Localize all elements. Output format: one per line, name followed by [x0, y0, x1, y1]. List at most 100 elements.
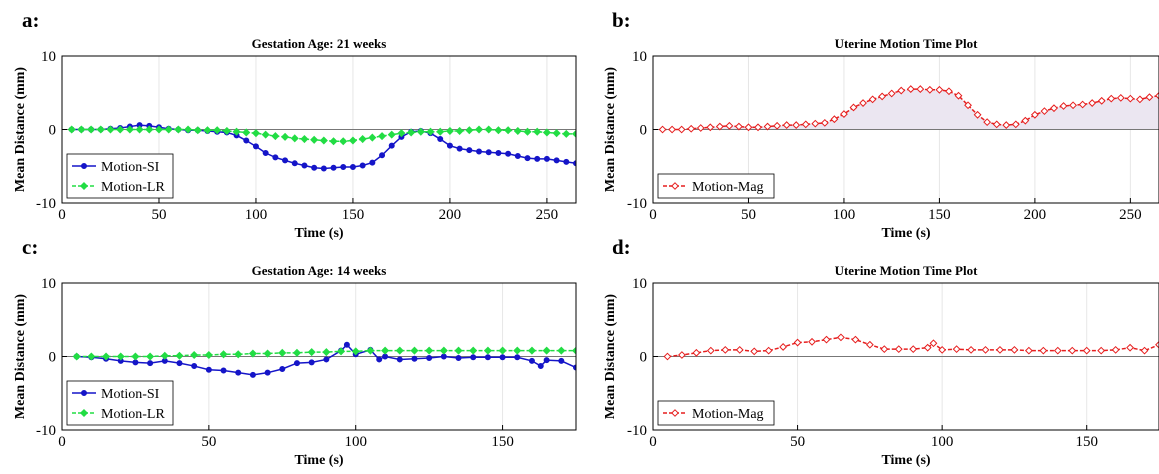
data-point [981, 345, 990, 354]
data-point [264, 369, 271, 376]
data-point [1155, 340, 1159, 349]
legend-box [66, 380, 174, 426]
y-axis-label: Mean Distance (mm) [603, 294, 618, 420]
data-point [310, 135, 319, 144]
legend: Motion-SI Motion-LR [66, 380, 174, 426]
data-point [887, 89, 896, 98]
data-point [543, 357, 550, 364]
data-point [234, 350, 243, 359]
data-point [381, 346, 390, 355]
data-point [678, 351, 686, 359]
x-tick-label: 200 [1024, 207, 1047, 223]
data-point [445, 126, 454, 135]
x-tick-label: 50 [151, 207, 166, 223]
data-point [248, 349, 257, 358]
data-point [973, 110, 982, 119]
y-tick-label: 0 [640, 350, 648, 366]
data-point [147, 360, 154, 367]
data-point [425, 346, 434, 355]
data-point [205, 366, 212, 373]
data-point [967, 345, 975, 354]
series-Motion-Mag [663, 333, 1159, 361]
data-point [1155, 91, 1159, 100]
x-tick-label: 0 [58, 434, 66, 450]
data-point [533, 127, 542, 136]
legend-swatch-marker [671, 409, 679, 417]
y-tick-label: -10 [627, 196, 647, 212]
data-point [552, 129, 561, 138]
data-point [476, 148, 483, 155]
data-point [1024, 346, 1033, 355]
data-point [750, 347, 759, 356]
data-point [176, 360, 183, 367]
data-point [379, 152, 386, 159]
data-point [820, 118, 829, 127]
data-point [87, 352, 96, 361]
data-point [469, 346, 478, 355]
data-point [1059, 102, 1068, 110]
legend-box [66, 153, 174, 199]
data-point [279, 365, 286, 372]
data-point [307, 348, 316, 357]
data-point [426, 127, 435, 136]
data-point [880, 345, 889, 354]
panel-letter: a: [22, 8, 40, 32]
data-point [193, 126, 202, 135]
data-point [455, 126, 464, 135]
data-point [878, 92, 887, 101]
legend-swatch-marker [79, 408, 89, 418]
data-point [773, 121, 782, 130]
x-tick-label: 150 [1075, 434, 1098, 450]
data-point [72, 352, 81, 361]
x-tick-label: 0 [649, 434, 657, 450]
data-point [351, 347, 360, 356]
data-point [495, 150, 502, 157]
data-point [358, 135, 367, 144]
chart-title: Uterine Motion Time Plot [835, 263, 979, 278]
data-point [754, 123, 762, 132]
data-point [388, 142, 395, 149]
data-point [282, 157, 289, 164]
data-point [763, 122, 772, 131]
y-tick-label: 0 [49, 123, 57, 139]
data-point [954, 91, 963, 100]
x-tick-label: 250 [1119, 207, 1142, 223]
chart-title: Uterine Motion Time Plot [835, 36, 979, 51]
data-point [929, 339, 938, 348]
x-tick-label: 150 [928, 207, 951, 223]
data-point [1126, 343, 1134, 352]
data-point [1135, 95, 1144, 104]
data-point [658, 125, 667, 134]
data-point [222, 126, 231, 135]
data-point [329, 137, 338, 146]
data-point [426, 354, 433, 361]
data-point [337, 347, 346, 356]
legend-label: Motion-SI [101, 387, 160, 402]
data-point [514, 354, 521, 361]
data-point [411, 355, 418, 362]
legend-label: Motion-Mag [692, 407, 764, 422]
data-point [1050, 104, 1058, 113]
data-point [232, 127, 241, 136]
data-point [859, 99, 867, 107]
legend-label: Motion-Mag [692, 180, 764, 195]
data-point [868, 95, 877, 104]
data-point [456, 145, 463, 152]
data-point [470, 354, 477, 361]
data-point [983, 118, 992, 127]
data-point [543, 155, 550, 162]
data-point [494, 126, 503, 135]
data-point [145, 125, 154, 134]
data-point [271, 132, 280, 141]
data-point [558, 357, 565, 364]
data-point [263, 349, 272, 358]
data-point [395, 346, 404, 355]
y-tick-label: 10 [632, 276, 647, 292]
data-point [290, 134, 299, 143]
data-point [235, 369, 242, 376]
data-point [925, 85, 934, 94]
data-point [1002, 121, 1011, 129]
data-point [376, 356, 383, 363]
y-axis-label: Mean Distance (mm) [13, 67, 28, 193]
